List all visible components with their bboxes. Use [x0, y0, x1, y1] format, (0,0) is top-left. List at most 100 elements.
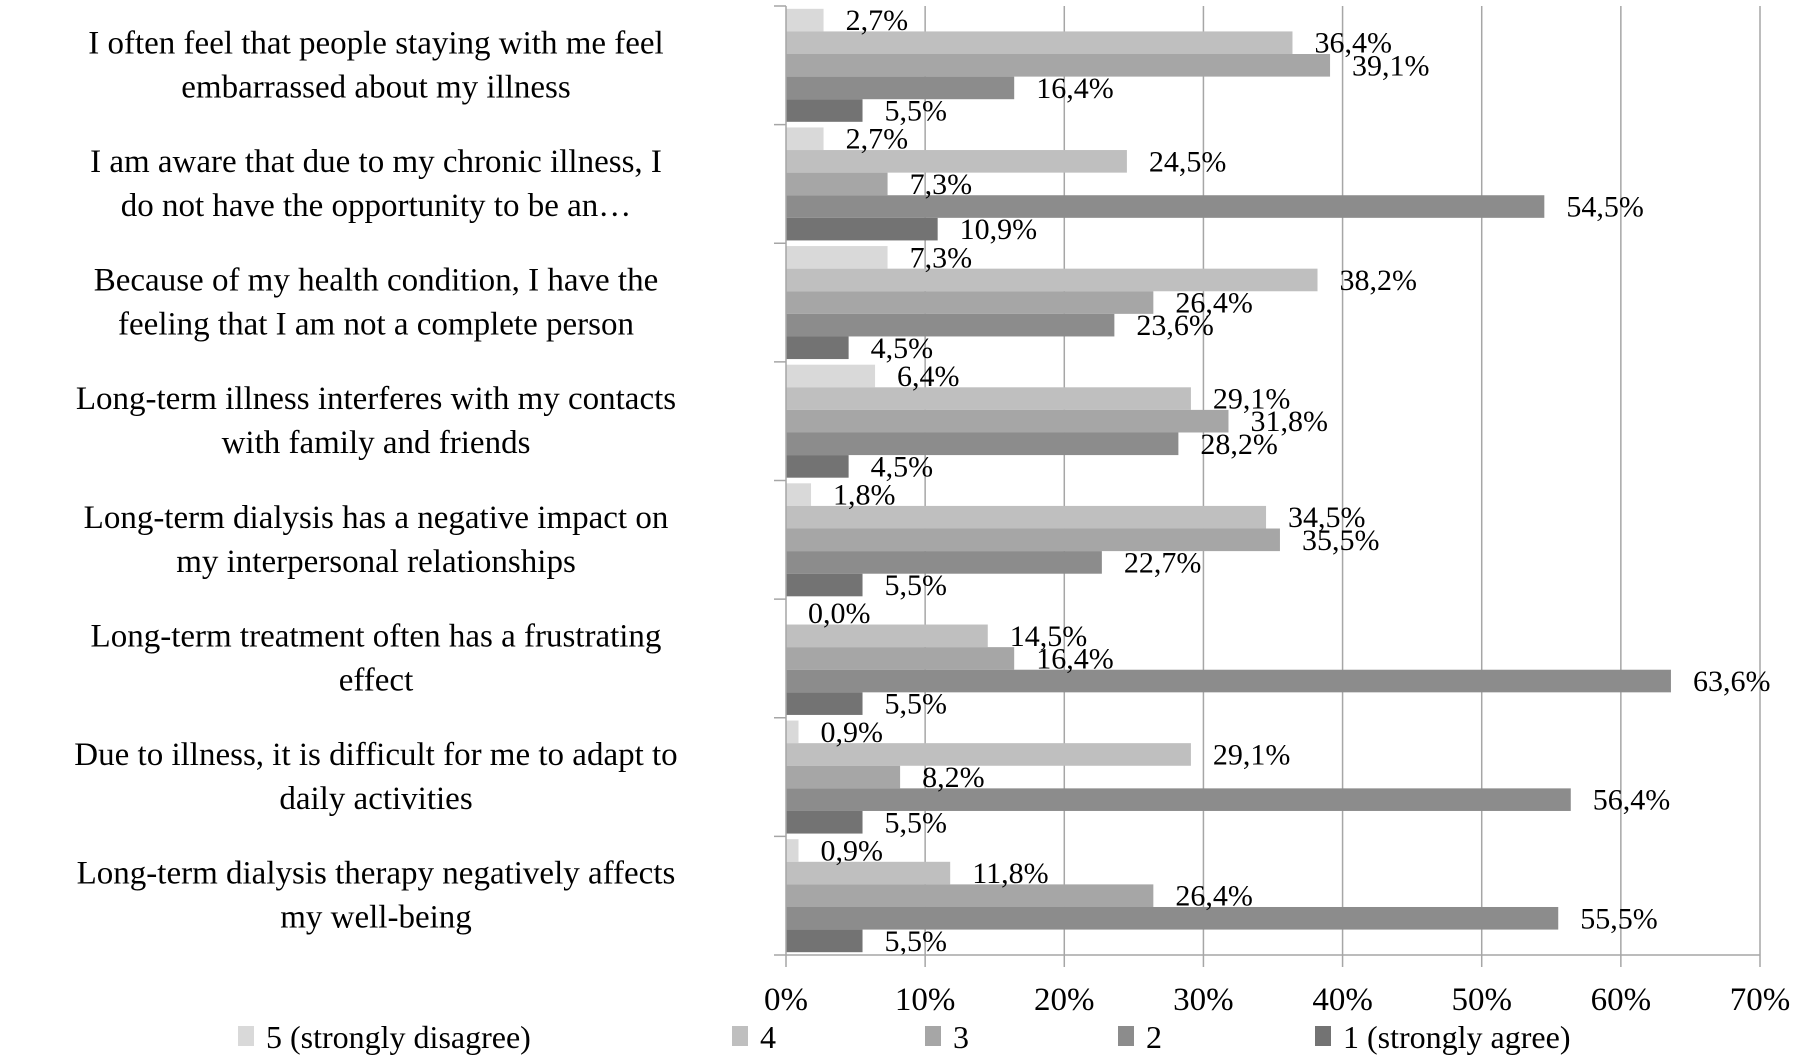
x-tick-label: 10% — [895, 982, 956, 1018]
x-tick-label: 20% — [1034, 982, 1095, 1018]
bar — [786, 409, 1229, 433]
category-label: Because of my health condition, I have t… — [94, 263, 658, 299]
bar — [786, 765, 901, 789]
bar — [786, 99, 863, 122]
x-tick-label: 0% — [764, 982, 808, 1018]
bar — [786, 528, 1280, 552]
category-label: daily activities — [279, 781, 472, 817]
data-label: 0,9% — [821, 716, 884, 749]
bar — [786, 906, 1559, 930]
category-label: do not have the opportunity to be an… — [121, 188, 632, 224]
legend: 5 (strongly disagree) 4 3 2 1 (strongly agre… — [238, 1019, 1570, 1055]
data-label: 2,7% — [846, 123, 909, 156]
bar — [786, 432, 1179, 456]
data-label: 7,3% — [910, 168, 973, 201]
category-label: I often feel that people staying with me… — [88, 25, 663, 61]
data-label: 10,9% — [960, 213, 1038, 246]
bar — [786, 624, 988, 648]
data-label: 5,5% — [885, 688, 948, 721]
bar — [786, 720, 799, 744]
legend-label: 4 — [760, 1019, 776, 1055]
bar — [786, 839, 799, 862]
data-label: 1,8% — [833, 479, 896, 512]
bar — [786, 217, 938, 241]
bar — [786, 692, 863, 715]
data-label: 2,7% — [846, 4, 909, 37]
bar — [786, 364, 876, 388]
bar — [786, 246, 888, 269]
bar — [786, 788, 1571, 811]
x-tick-label: 50% — [1451, 982, 1512, 1018]
bar — [786, 505, 1267, 529]
legend-swatch — [238, 1026, 254, 1046]
legend-swatch — [925, 1026, 941, 1046]
category-labels: I often feel that people staying with me… — [74, 25, 677, 935]
data-label: 11,8% — [972, 857, 1048, 890]
x-tick-label: 60% — [1591, 982, 1652, 1018]
bar — [786, 31, 1293, 55]
legend-swatch — [1118, 1026, 1134, 1046]
data-label: 14,5% — [1010, 620, 1087, 653]
x-tick-label: 40% — [1312, 982, 1373, 1018]
data-label: 31,8% — [1250, 405, 1328, 438]
bar — [786, 150, 1127, 173]
bar — [786, 172, 888, 196]
category-label: my well-being — [280, 900, 472, 936]
x-tick-labels: 0% 10% 20% 30% 40% 50% 60% 70% — [764, 982, 1790, 1018]
data-label: 5,5% — [885, 95, 948, 128]
bar — [786, 929, 863, 953]
bar — [786, 455, 849, 478]
data-label: 5,5% — [885, 925, 948, 958]
bar — [786, 336, 849, 360]
data-label: 5,5% — [885, 569, 948, 602]
category-label: Long-term dialysis has a negative impact… — [84, 500, 669, 536]
data-label: 5,5% — [885, 806, 948, 839]
bar — [786, 647, 1015, 670]
data-label: 16,4% — [1036, 72, 1114, 105]
bar — [786, 551, 1102, 574]
bar — [786, 669, 1671, 693]
data-label: 16,4% — [1036, 642, 1114, 675]
bar — [786, 861, 951, 885]
data-label: 28,2% — [1200, 428, 1278, 461]
category-label: Long-term treatment often has a frustrat… — [91, 618, 662, 654]
legend-swatch — [732, 1026, 748, 1046]
bar — [786, 268, 1318, 292]
data-label: 34,5% — [1288, 501, 1366, 534]
data-label: 23,6% — [1136, 309, 1214, 342]
data-label: 56,4% — [1593, 784, 1671, 817]
data-label: 26,4% — [1175, 287, 1253, 320]
category-label: effect — [339, 662, 414, 698]
category-label: my interpersonal relationships — [176, 544, 576, 580]
data-labels: 2,7%36,4%39,1%16,4%5,5%2,7%24,5%7,3%54,5… — [808, 4, 1770, 958]
bar — [786, 743, 1191, 766]
legend-label: 3 — [953, 1019, 969, 1055]
bar — [786, 810, 863, 834]
bar — [786, 573, 863, 597]
bar — [786, 313, 1115, 337]
data-label: 4,5% — [871, 450, 934, 483]
bar — [786, 8, 824, 32]
data-label: 39,1% — [1352, 49, 1430, 82]
data-label: 0,0% — [808, 597, 871, 630]
legend-swatch — [1315, 1026, 1331, 1046]
axes — [774, 5, 1761, 967]
data-label: 8,2% — [922, 761, 985, 794]
data-label: 29,1% — [1213, 738, 1291, 771]
data-label: 36,4% — [1314, 27, 1392, 60]
bar — [786, 76, 1015, 100]
data-label: 22,7% — [1124, 546, 1202, 579]
category-label: Due to illness, it is difficult for me t… — [74, 737, 677, 773]
legend-label: 5 (strongly disagree) — [266, 1019, 531, 1055]
bar — [786, 387, 1191, 410]
category-label: Long-term dialysis therapy negatively af… — [77, 856, 676, 892]
data-label: 24,5% — [1149, 145, 1227, 178]
data-label: 55,5% — [1580, 902, 1658, 935]
data-label: 4,5% — [871, 332, 934, 365]
data-label: 29,1% — [1213, 383, 1291, 416]
data-label: 6,4% — [897, 360, 960, 393]
category-label: embarrassed about my illness — [181, 69, 571, 105]
bars — [786, 8, 1671, 953]
data-label: 35,5% — [1302, 524, 1380, 557]
